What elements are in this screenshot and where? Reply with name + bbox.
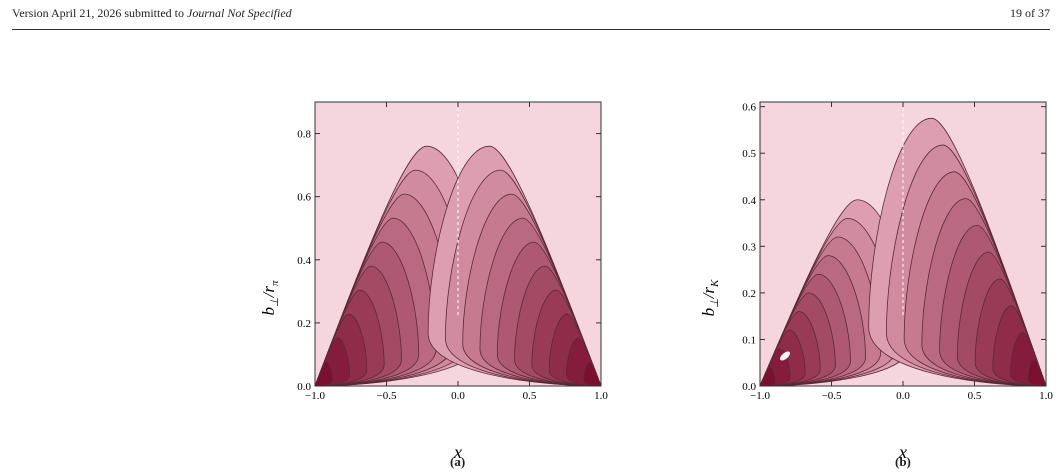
contour-lobe-left-a — [314, 145, 489, 387]
y-tick-label: 0.1 — [742, 334, 756, 346]
x-tick-label: 1.0 — [1039, 390, 1053, 402]
header-rule — [12, 29, 1050, 30]
header-version: Version April 21, 2026 submitted to — [12, 6, 184, 20]
contour-level-left-10 — [759, 366, 776, 387]
y-tick-label: 0.8 — [297, 129, 311, 141]
x-tick-label: −0.5 — [822, 390, 842, 402]
running-header: Version April 21, 2026 submitted to Jour… — [12, 6, 292, 21]
y-tick-label: 0.0 — [742, 381, 756, 393]
caption-b: (b) — [895, 454, 911, 469]
page-number: 19 of 37 — [1010, 6, 1050, 20]
contour-plot-a: −1.0 −0.5 0.0 0.5 1.0 0.0 0.2 0.4 0.6 0.8 b⊥/rπ x — [259, 101, 608, 462]
y-tick-label: 0.4 — [297, 255, 311, 267]
ylabel-a: b⊥/rπ — [259, 280, 281, 315]
y-tick-label: 0.0 — [297, 381, 311, 393]
y-tick-label: 0.3 — [742, 241, 756, 253]
contour-level-right-10 — [1027, 358, 1047, 387]
y-tick-label: 0.6 — [297, 192, 311, 204]
contour-level-left-10 — [314, 361, 333, 387]
peak-highlight — [780, 351, 790, 361]
figure-panel-a: −1.0 −0.5 0.0 0.5 1.0 0.0 0.2 0.4 0.6 0.8 b⊥/rπ x — [250, 88, 620, 473]
x-tick-label: 0.0 — [896, 390, 910, 402]
y-tick-label: 0.4 — [742, 195, 756, 207]
contour-level-right-10 — [583, 361, 602, 387]
contour-lobe-right-b — [868, 117, 1047, 387]
header-journal: Journal Not Specified — [187, 6, 292, 20]
figure-panel-b: −1.0 −0.5 0.0 0.5 1.0 0.0 0.1 0.2 0.3 0.4 0.5 0.6 b⊥… — [696, 88, 1056, 473]
x-tick-label: −1.0 — [305, 390, 325, 402]
x-tick-label: 0.0 — [451, 390, 465, 402]
y-tick-label: 0.2 — [297, 318, 311, 330]
caption-a: (a) — [450, 454, 466, 469]
y-tick-label: 0.2 — [742, 288, 756, 300]
xlabel-b: x — [898, 442, 907, 462]
y-tick-label: 0.6 — [742, 102, 756, 114]
x-tick-label: −0.5 — [377, 390, 397, 402]
x-tick-label: 1.0 — [594, 390, 608, 402]
y-tick-label: 0.5 — [742, 148, 756, 160]
contour-plot-b: −1.0 −0.5 0.0 0.5 1.0 0.0 0.1 0.2 0.3 0.4 0.5 0.6 b⊥… — [699, 101, 1053, 462]
xlabel-a: x — [453, 442, 462, 462]
contour-lobe-right-a — [427, 145, 602, 387]
x-tick-label: 0.5 — [968, 390, 982, 402]
x-tick-label: −1.0 — [750, 390, 770, 402]
ylabel-b: b⊥/rK — [699, 279, 721, 316]
x-tick-label: 0.5 — [523, 390, 537, 402]
